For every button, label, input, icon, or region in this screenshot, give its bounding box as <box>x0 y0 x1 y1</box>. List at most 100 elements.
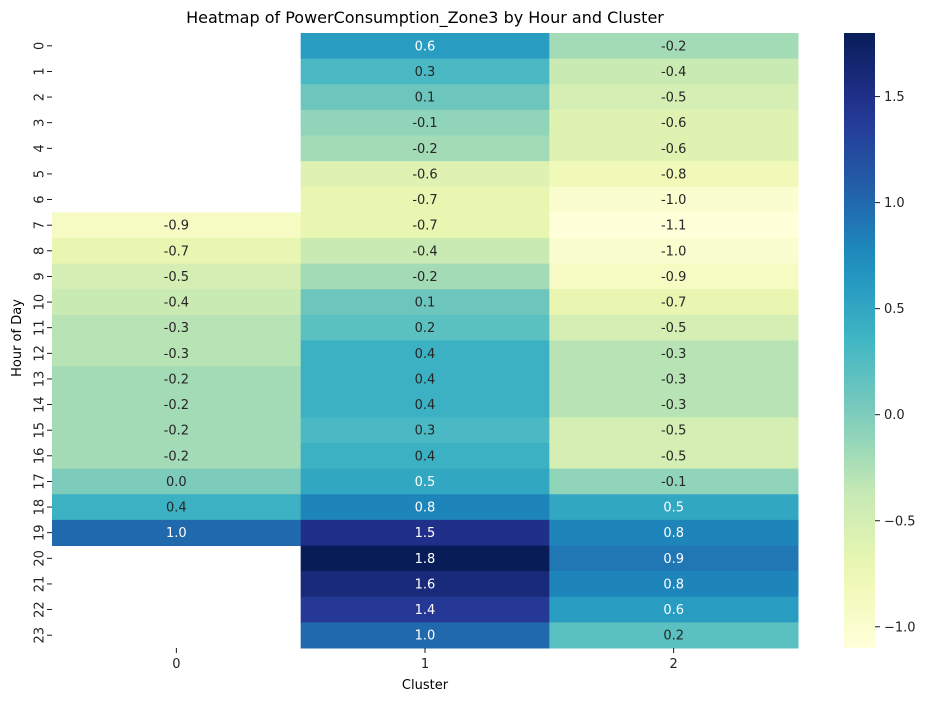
heatmap-cell <box>549 340 799 367</box>
x-axis-label: Cluster <box>402 678 449 693</box>
heatmap-cell <box>300 494 550 521</box>
cell-value-label: -0.7 <box>661 296 686 311</box>
heatmap-cell <box>549 58 799 85</box>
heatmap-cell <box>300 161 550 188</box>
cell-value-label: -0.3 <box>661 372 686 387</box>
cell-value-label: -0.3 <box>661 398 686 413</box>
heatmap-cell <box>549 545 799 572</box>
cell-value-label: 0.1 <box>415 91 436 106</box>
y-tick-label: 14 <box>33 396 48 413</box>
cell-value-label: 1.6 <box>415 577 436 592</box>
colorbar-tick-label: 0.0 <box>884 408 905 423</box>
heatmap-cell <box>300 545 550 572</box>
cell-value-label: 1.0 <box>415 629 436 644</box>
heatmap-cells <box>52 33 799 649</box>
heatmap-cell <box>52 212 302 239</box>
cell-value-label: -0.3 <box>164 321 189 336</box>
cell-value-label: 0.0 <box>166 475 187 490</box>
cell-value-label: -0.6 <box>412 167 437 182</box>
heatmap-cell <box>549 366 799 393</box>
y-tick-label: 23 <box>33 627 48 644</box>
cell-value-label: -1.0 <box>661 193 686 208</box>
heatmap-cell <box>549 212 799 239</box>
heatmap-cell <box>300 109 550 136</box>
cell-value-label: 0.6 <box>415 39 436 54</box>
colorbar-tick-label: −1.0 <box>884 620 916 635</box>
heatmap-cell <box>300 238 550 265</box>
cell-value-label: 0.4 <box>415 347 436 362</box>
heatmap-cell <box>300 135 550 162</box>
y-tick-label: 5 <box>33 170 48 178</box>
cell-value-label: 0.5 <box>663 501 684 516</box>
y-tick-label: 4 <box>33 144 48 152</box>
y-tick-label: 10 <box>33 294 48 311</box>
colorbar-tick-label: −0.5 <box>884 514 916 529</box>
cell-value-label: -0.3 <box>661 347 686 362</box>
y-tick-label: 21 <box>33 576 48 593</box>
heatmap-cell <box>300 58 550 85</box>
y-tick-label: 17 <box>33 473 48 490</box>
cell-value-label: -0.6 <box>661 116 686 131</box>
heatmap-cell <box>52 340 302 367</box>
cell-value-label: -0.5 <box>661 91 686 106</box>
heatmap-cell <box>549 391 799 418</box>
heatmap-cell <box>549 622 799 649</box>
y-tick-label: 0 <box>33 42 48 50</box>
cell-value-label: 1.5 <box>415 526 436 541</box>
colorbar-gradient <box>844 33 875 648</box>
heatmap-cell <box>300 443 550 470</box>
cell-value-labels: 0.6 -0.2 0.3 -0.4 0.1 -0.5 -0.1 -0.6 -0.2 -0.6 -0.… <box>164 39 687 643</box>
cell-value-label: -0.4 <box>661 65 686 80</box>
cell-value-label: -0.2 <box>412 142 437 157</box>
heatmap-cell <box>300 391 550 418</box>
cell-value-label: -0.2 <box>164 424 189 439</box>
y-tick-label: 2 <box>33 93 48 101</box>
cell-value-label: -0.9 <box>164 219 189 234</box>
heatmap-cell <box>549 238 799 265</box>
cell-value-label: -0.5 <box>661 321 686 336</box>
cell-value-label: 0.3 <box>415 65 436 80</box>
heatmap-cell <box>549 494 799 521</box>
colorbar-tick-label: 0.5 <box>884 302 905 317</box>
heatmap-cell <box>300 212 550 239</box>
cell-value-label: -0.5 <box>661 424 686 439</box>
cell-value-label: -1.1 <box>661 219 686 234</box>
heatmap-cell <box>549 84 799 111</box>
heatmap-cell <box>300 263 550 290</box>
heatmap-cell <box>300 417 550 444</box>
cell-value-label: -0.6 <box>661 142 686 157</box>
y-tick-label: 22 <box>33 601 48 618</box>
y-tick-label: 3 <box>33 119 48 127</box>
heatmap-cell <box>549 109 799 136</box>
cell-value-label: 0.1 <box>415 296 436 311</box>
heatmap-cell <box>52 519 302 546</box>
cell-value-label: 0.4 <box>415 372 436 387</box>
heatmap-cell <box>549 314 799 341</box>
heatmap-cell <box>549 596 799 623</box>
cell-value-label: 0.2 <box>415 321 436 336</box>
y-axis-label: Hour of Day <box>10 299 25 377</box>
heatmap-cell <box>300 468 550 495</box>
y-tick-label: 8 <box>33 247 48 255</box>
heatmap-cell <box>300 571 550 598</box>
heatmap-cell <box>52 391 302 418</box>
heatmap-cell <box>549 519 799 546</box>
cell-value-label: 0.6 <box>663 603 684 618</box>
cell-value-label: -0.7 <box>412 193 437 208</box>
heatmap-cell <box>549 468 799 495</box>
y-tick-label: 13 <box>33 371 48 388</box>
heatmap-cell <box>549 289 799 316</box>
y-tick-label: 7 <box>33 221 48 229</box>
heatmap-cell <box>52 417 302 444</box>
y-tick-label: 11 <box>33 319 48 336</box>
cell-value-label: 1.4 <box>415 603 436 618</box>
y-tick-label: 9 <box>33 272 48 280</box>
heatmap-cell <box>300 596 550 623</box>
cell-value-label: 0.4 <box>415 449 436 464</box>
heatmap-cell <box>52 289 302 316</box>
heatmap-cell <box>549 571 799 598</box>
x-tick-label: 1 <box>421 657 429 672</box>
cell-value-label: -0.2 <box>661 39 686 54</box>
heatmap-cell <box>52 494 302 521</box>
